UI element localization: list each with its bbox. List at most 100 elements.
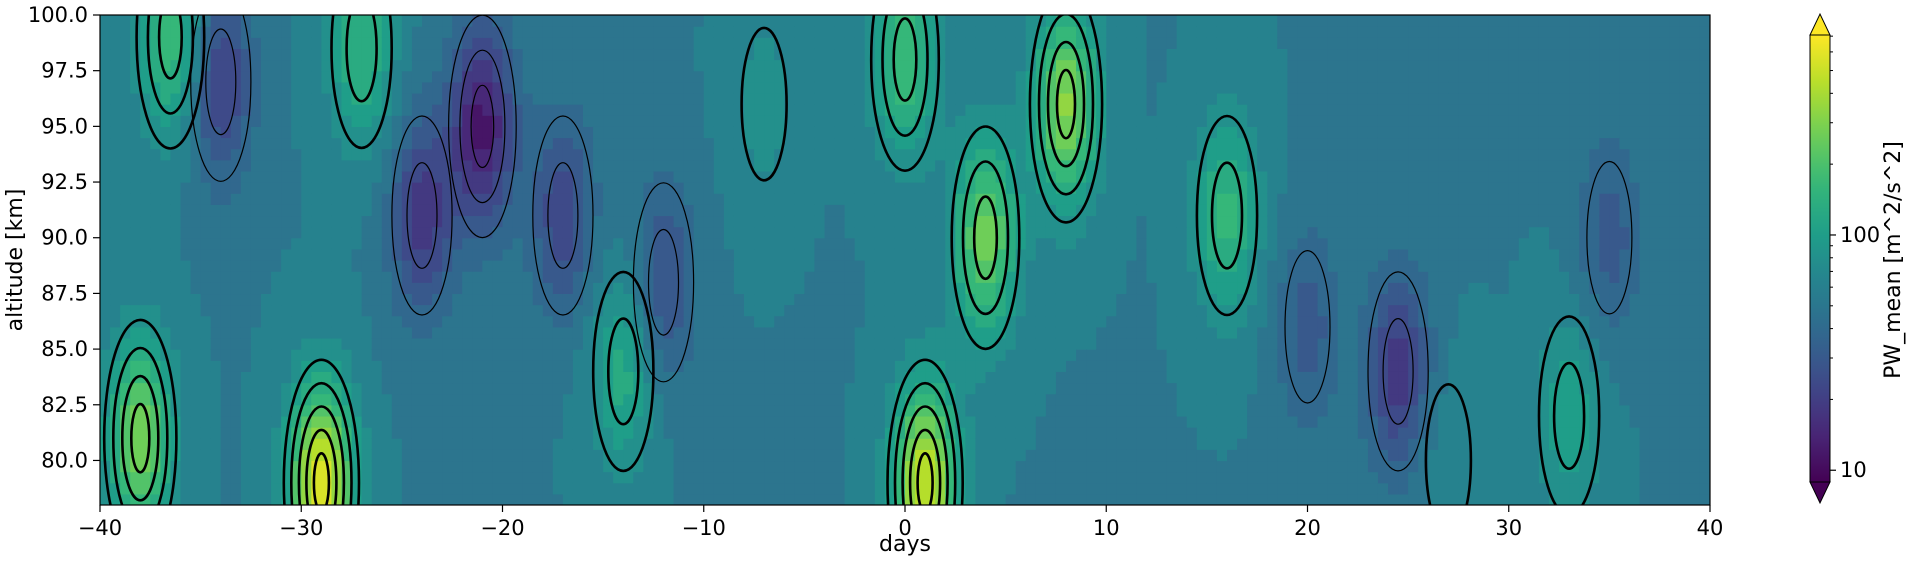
heatmap-cell [572,393,584,406]
heatmap-cell [613,260,624,272]
heatmap-cell [603,59,614,72]
heatmap-cell [1086,482,1097,495]
heatmap-cell [864,260,876,272]
heatmap-cell [1076,315,1087,328]
heatmap-cell [784,137,795,150]
heatmap-cell [351,37,363,50]
heatmap-cell [814,282,826,295]
heatmap-cell [170,137,182,150]
heatmap-cell [190,215,202,228]
heatmap-cell [311,182,322,194]
heatmap-cell [1227,248,1238,261]
heatmap-cell [462,81,473,94]
heatmap-cell [945,148,956,161]
heatmap-cell [250,204,262,217]
heatmap-cell [1146,360,1158,372]
heatmap-cell [985,315,997,328]
heatmap-cell [623,248,634,261]
heatmap-cell [1116,438,1127,450]
heatmap-cell [1156,37,1168,50]
heatmap-cell [1186,271,1198,283]
heatmap-cell [1176,193,1188,205]
heatmap-cell [693,237,705,250]
heatmap-cell [1025,159,1037,172]
heatmap-cell [643,104,655,116]
heatmap-cell [391,81,403,94]
heatmap-cell [1156,48,1168,61]
heatmap-cell [1136,37,1148,50]
heatmap-cell [814,204,826,217]
heatmap-cell [1227,427,1238,439]
heatmap-cell [391,92,403,105]
heatmap-cell [1136,159,1148,172]
heatmap-cell [713,427,725,439]
heatmap-cell [462,193,473,205]
heatmap-cell [311,26,322,38]
heatmap-cell [653,48,665,61]
heatmap-cell [1146,26,1158,38]
heatmap-cell [995,237,1007,250]
heatmap-cell [271,137,282,150]
heatmap-cell [341,293,353,306]
heatmap-cell [422,427,433,439]
heatmap-cell [150,15,161,27]
heatmap-cell [341,393,353,406]
heatmap-cell [381,415,393,428]
heatmap-cell [321,115,333,127]
heatmap-cell [572,170,584,183]
heatmap-cell [703,159,715,172]
heatmap-cell [593,371,604,384]
heatmap-cell [744,148,755,161]
heatmap-cell [341,260,353,272]
heatmap-cell [633,204,644,217]
heatmap-cell [1035,304,1047,317]
heatmap-cell [733,415,745,428]
heatmap-cell [713,415,725,428]
heatmap-cell [442,449,453,462]
heatmap-cell [663,482,675,495]
heatmap-cell [1055,460,1067,473]
heatmap-cell [653,204,665,217]
heatmap-cell [552,104,564,116]
heatmap-cell [180,337,192,350]
heatmap-cell [623,104,634,116]
heatmap-cell [955,148,966,161]
heatmap-cell [1206,337,1218,350]
heatmap-cell [744,26,755,38]
heatmap-cell [1227,349,1238,361]
heatmap-cell [794,248,805,261]
heatmap-cell [452,204,463,217]
heatmap-cell [583,204,594,217]
heatmap-cell [1136,293,1148,306]
heatmap-cell [603,248,614,261]
heatmap-cell [834,92,846,105]
heatmap-cell [975,226,987,239]
heatmap-cell [824,204,836,217]
heatmap-cell [351,337,363,350]
heatmap-cell [1066,260,1077,272]
heatmap-cell [995,415,1007,428]
heatmap-cell [1086,371,1097,384]
heatmap-cell [200,471,212,484]
heatmap-cell [512,104,524,116]
heatmap-cell [422,59,433,72]
heatmap-cell [371,70,383,83]
heatmap-cell [1176,415,1188,428]
heatmap-cell [130,104,141,116]
heatmap-cell [593,482,604,495]
heatmap-cell [502,26,514,38]
heatmap-cell [733,449,745,462]
plot-area [99,14,1711,506]
heatmap-cell [220,293,232,306]
heatmap-cell [271,271,282,283]
heatmap-cell [462,404,473,417]
heatmap-cell [995,193,1007,205]
heatmap-cell [814,415,826,428]
heatmap-cell [784,59,795,72]
heatmap-cell [432,449,443,462]
heatmap-cell [422,360,433,372]
heatmap-cell [110,337,121,350]
heatmap-cell [985,360,997,372]
heatmap-cell [230,26,242,38]
heatmap-cell [985,126,997,139]
